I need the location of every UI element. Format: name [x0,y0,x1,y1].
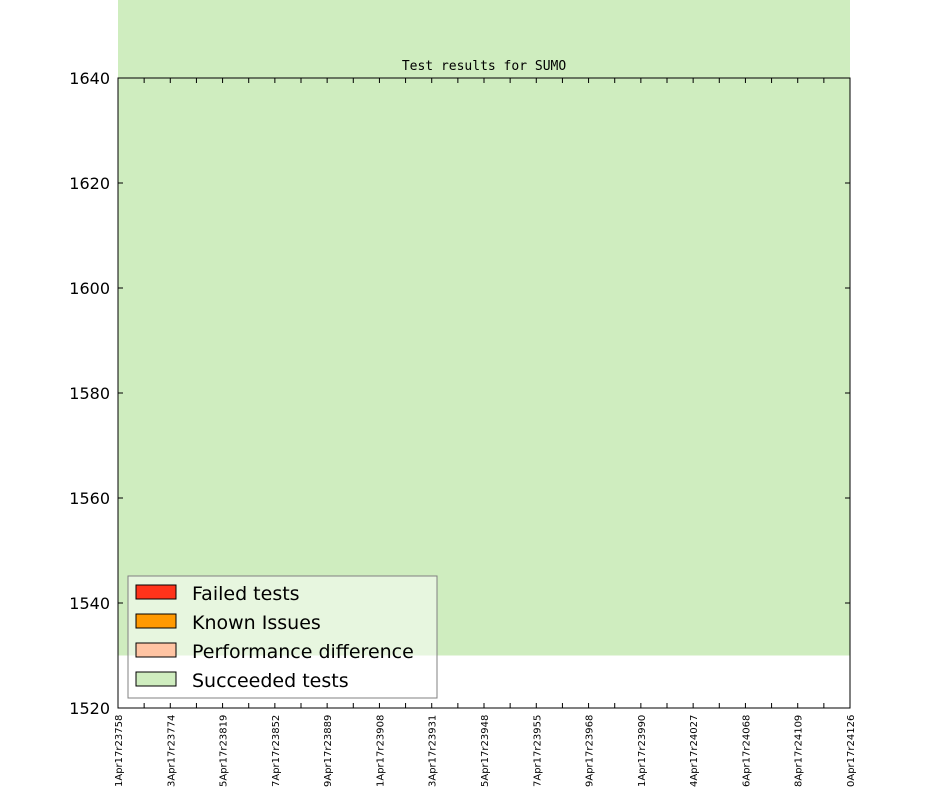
legend-swatch [135,613,177,629]
y-tick-label: 1580 [69,384,110,403]
legend-swatch [135,671,177,687]
legend: Failed tests Known Issues Performance diff… [127,575,438,699]
y-tick-label: 1620 [69,174,110,193]
x-tick-label: 4Apr17r24027 [689,715,700,787]
legend-swatch [135,642,177,658]
x-tick-label: 9Apr17r23968 [585,715,596,787]
legend-label: Known Issues [192,612,321,634]
x-tick-label: 6Apr17r24068 [741,715,752,787]
legend-box [127,575,438,699]
x-tick-label: 1Apr17r23990 [637,715,648,787]
x-tick-label: 3Apr17r23931 [428,715,439,787]
x-tick-label: 1Apr17r23758 [114,715,125,787]
legend-label: Failed tests [192,583,300,605]
x-tick-label: 3Apr17r23774 [166,715,177,787]
y-tick-label: 1520 [69,699,110,718]
x-tick-label: 7Apr17r23852 [271,715,282,787]
area-succeeded-tests [118,0,850,656]
y-tick-label: 1600 [69,279,110,298]
legend-label: Performance difference [192,641,414,663]
legend-label: Succeeded tests [192,670,349,692]
x-tick-label: 7Apr17r23955 [532,715,543,787]
legend-swatch [135,584,177,600]
chart-title: Test results for SUMO [401,59,567,74]
x-tick-label: 1Apr17r23908 [375,715,386,787]
x-tick-label: 8Apr17r24109 [794,715,805,787]
y-tick-label: 1640 [69,69,110,88]
x-tick-label: 5Apr17r23819 [219,715,230,787]
x-tick-label: 9Apr17r23889 [323,715,334,787]
y-tick-label: 1560 [69,489,110,508]
y-tick-label: 1540 [69,594,110,613]
x-tick-label: 5Apr17r23948 [480,715,491,787]
x-tick-label: 0Apr17r24126 [846,715,857,787]
